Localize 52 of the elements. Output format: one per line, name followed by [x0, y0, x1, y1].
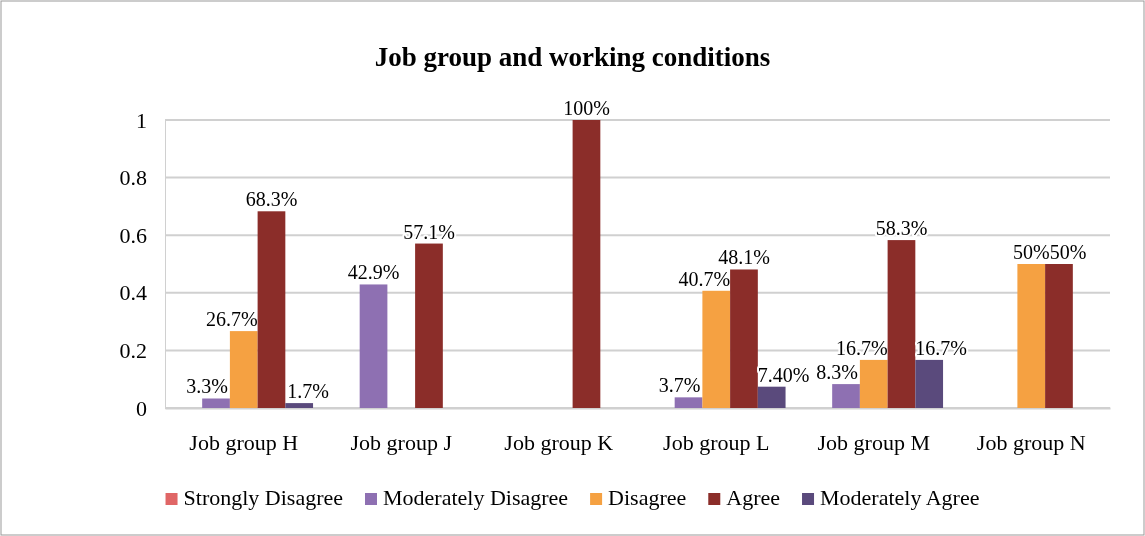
- data-label: 3.7%: [658, 374, 701, 397]
- bar: [915, 359, 944, 408]
- data-label: 26.7%: [205, 308, 258, 331]
- legend-label: Strongly Disagree: [183, 485, 343, 510]
- x-tick-label: Job group K: [504, 429, 614, 455]
- bar: [674, 397, 703, 408]
- data-label: 57.1%: [403, 220, 455, 243]
- x-tick-label: Job group N: [976, 429, 1086, 455]
- data-label: 40.7%: [678, 267, 731, 290]
- bar: [285, 403, 314, 408]
- data-label: 50%: [1049, 241, 1087, 263]
- bar: [757, 386, 786, 408]
- y-tick-label: 1: [136, 107, 147, 133]
- y-tick-label: 0.4: [119, 280, 147, 306]
- x-tick-label: Job group L: [663, 429, 770, 455]
- bar: [1045, 264, 1073, 408]
- data-label: 48.1%: [718, 246, 770, 269]
- bar: [202, 398, 230, 408]
- data-label: 42.9%: [347, 261, 400, 284]
- data-label: 7.40%: [757, 363, 810, 386]
- legend-label: Disagree: [608, 485, 687, 510]
- data-label: 16.7%: [835, 336, 888, 359]
- bar: [832, 384, 860, 408]
- bar: [859, 359, 888, 408]
- data-label: 50%: [1012, 241, 1050, 263]
- data-label: 68.3%: [245, 188, 298, 211]
- x-tick-label: Job group M: [817, 429, 930, 455]
- bar: [572, 120, 601, 408]
- data-label: 1.7%: [287, 380, 330, 403]
- data-label: 3.3%: [186, 375, 228, 398]
- bar: [359, 284, 388, 408]
- data-label: 58.3%: [875, 217, 928, 240]
- chart-title: Job group and working conditions: [374, 42, 771, 72]
- y-tick-label: 0: [136, 395, 147, 421]
- bar: [229, 331, 258, 408]
- bar: [415, 243, 443, 408]
- bar: [730, 269, 758, 408]
- data-label: 16.7%: [915, 336, 968, 359]
- bar: [887, 240, 916, 408]
- y-tick-label: 0.2: [119, 337, 147, 363]
- legend-label: Moderately Agree: [820, 485, 980, 510]
- bar: [702, 290, 731, 408]
- bar: [257, 211, 286, 408]
- y-tick-label: 0.8: [119, 165, 147, 191]
- legend-label: Agree: [726, 485, 781, 510]
- x-tick-label: Job group J: [350, 429, 453, 455]
- x-tick-label: Job group H: [189, 429, 299, 455]
- data-label: 100%: [563, 97, 610, 119]
- data-label: 8.3%: [816, 361, 858, 384]
- legend-label: Moderately Disagree: [383, 485, 569, 510]
- y-tick-label: 0.6: [119, 222, 147, 248]
- bar: [1017, 264, 1046, 408]
